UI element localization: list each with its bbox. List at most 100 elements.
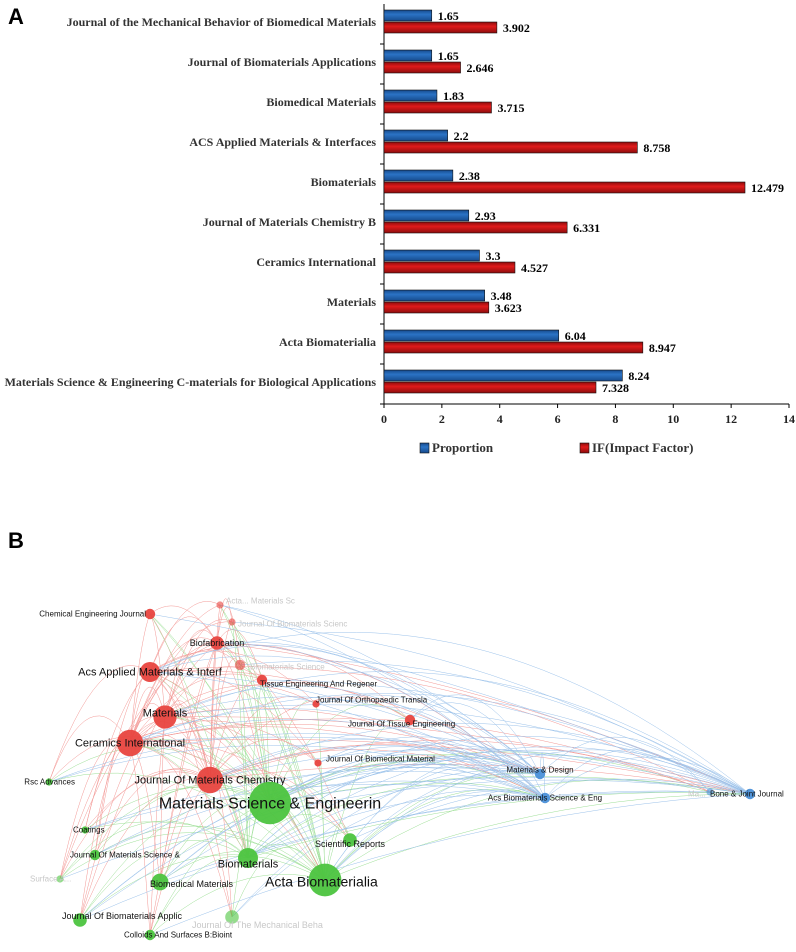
legend-swatch-proportion [419, 442, 430, 454]
network-node-label: Ceramics International [75, 738, 185, 750]
network-link [209, 748, 751, 795]
network-node [56, 875, 64, 883]
proportion-bar [383, 289, 485, 302]
x-tick-label: 0 [381, 412, 387, 426]
network-link [59, 642, 218, 880]
network-node [140, 662, 160, 682]
network-node [404, 714, 416, 726]
network-link [149, 670, 541, 775]
network-link [149, 655, 541, 775]
network-node-label: Tissue Engineering And Regener [260, 680, 377, 689]
network-node [234, 659, 246, 671]
network-node [312, 700, 320, 708]
network-link [84, 771, 211, 831]
network-link [79, 854, 326, 921]
network-links [48, 598, 751, 936]
network-link [159, 767, 546, 883]
network-link [231, 789, 546, 918]
network-link [209, 738, 546, 799]
network-node-label: Journal Of Biomedical Material [326, 755, 435, 764]
data-label: 4.527 [521, 261, 548, 275]
x-tick-label: 8 [612, 412, 618, 426]
network-link [209, 740, 711, 793]
network-node-label: Biomaterials Science [250, 663, 325, 672]
network-link [129, 742, 249, 859]
network-link [269, 754, 541, 804]
category-label: Ceramics International [256, 255, 376, 269]
network-link [79, 790, 751, 921]
proportion-bar [383, 209, 470, 222]
network-link [247, 746, 751, 859]
proportion-bar [383, 169, 454, 182]
network-node [116, 729, 144, 757]
network-node [151, 873, 169, 891]
network-link [317, 746, 546, 799]
network-link [129, 742, 249, 859]
network-node [539, 792, 551, 804]
network-node [81, 826, 89, 834]
network-node-label: Materials & Design [506, 766, 573, 775]
network-node [744, 788, 756, 800]
network-link [324, 788, 546, 881]
data-label: 2.2 [454, 129, 469, 143]
network-node-label: Ma... [688, 790, 706, 799]
network-link [79, 798, 271, 921]
x-tick-label: 10 [667, 412, 679, 426]
network-node-label: Scientific Reports [315, 839, 386, 849]
network-link [149, 671, 326, 881]
network-node-label: Biomaterials [218, 859, 279, 871]
network-node [706, 788, 714, 796]
network-link [79, 716, 166, 921]
data-label: 8.758 [643, 141, 670, 155]
proportion-bar [383, 249, 480, 262]
network-node-label: Materials Science & Engineerin [159, 795, 381, 812]
network-link [239, 660, 751, 795]
network-link [247, 792, 751, 859]
network-link [315, 694, 541, 775]
network-node [238, 848, 258, 868]
network-link [129, 742, 161, 883]
network-link [209, 679, 263, 781]
network-node-label: Bone & Joint Journal [710, 790, 784, 799]
network-link [149, 669, 319, 764]
network-link [159, 838, 249, 883]
network-link [261, 679, 326, 881]
data-label: 1.65 [438, 49, 459, 63]
network-link [149, 605, 218, 644]
network-link [216, 642, 751, 795]
network-node [308, 863, 342, 897]
network-link [324, 749, 751, 881]
x-tick-label: 12 [725, 412, 737, 426]
legend-label-impact-factor: IF(Impact Factor) [592, 440, 693, 455]
network-link [239, 664, 326, 881]
network-link [159, 758, 541, 883]
network-node [225, 910, 239, 924]
x-tick-label: 6 [555, 412, 561, 426]
network-link [129, 613, 151, 744]
legend-label-proportion: Proportion [432, 440, 494, 455]
network-link [48, 665, 151, 783]
network-link [84, 671, 151, 831]
network-link [231, 621, 751, 795]
data-label: 1.65 [438, 9, 459, 23]
x-tick-label: 2 [439, 412, 445, 426]
network-node-label: Journal Of Biomaterials Scienc [238, 620, 347, 629]
network-link [149, 671, 546, 799]
network-node-label: Biomedical Materials [150, 879, 234, 889]
network-node [196, 766, 224, 794]
impact-factor-bar [383, 301, 490, 314]
network-link [324, 772, 541, 881]
network-link [231, 621, 249, 859]
data-label: 6.04 [565, 329, 586, 343]
network-link [159, 749, 751, 883]
network-node-label: Acs Biomaterials Science & Eng [488, 794, 602, 803]
network-link [149, 631, 751, 795]
network-link [129, 742, 326, 881]
network-link [409, 702, 546, 799]
network-node [153, 705, 177, 729]
network-node-label: Acs Applied Materials & Interf [78, 667, 223, 679]
x-tick-label: 4 [497, 412, 503, 426]
legend-swatch-impact-factor [579, 442, 590, 454]
network-link [409, 694, 541, 775]
impact-factor-bar [383, 221, 568, 234]
